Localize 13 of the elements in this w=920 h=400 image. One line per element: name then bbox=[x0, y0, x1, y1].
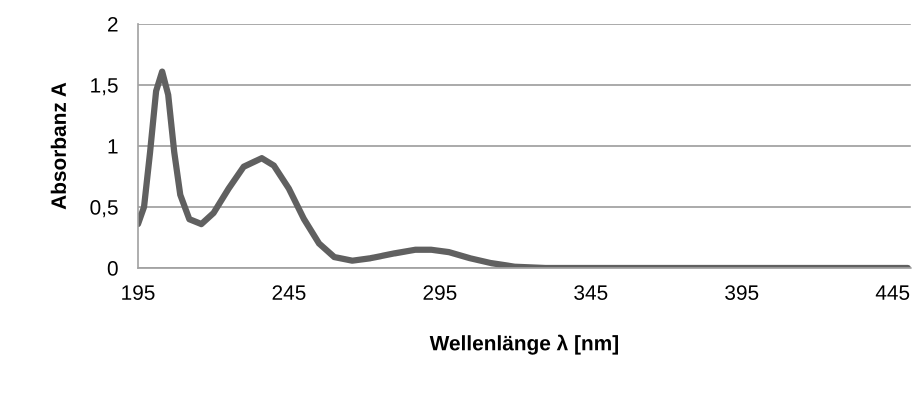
x-tick-label: 445 bbox=[876, 285, 910, 300]
x-tick-label: 395 bbox=[725, 285, 758, 300]
y-axis-title: Absorbanz A bbox=[50, 82, 66, 210]
x-tick-label: 245 bbox=[272, 285, 306, 300]
y-tick-label: 2 bbox=[108, 17, 118, 32]
x-axis-title: Wellenlänge λ [nm] bbox=[430, 334, 618, 355]
y-tick-label: 0,5 bbox=[90, 200, 118, 218]
y-tick-label: 0 bbox=[108, 261, 118, 276]
x-tick-label: 195 bbox=[122, 285, 155, 300]
y-tick-label: 1 bbox=[108, 139, 118, 154]
y-tick-label: 1,5 bbox=[91, 78, 118, 96]
x-tick-label: 295 bbox=[424, 285, 456, 300]
x-tick-label: 345 bbox=[574, 285, 608, 300]
